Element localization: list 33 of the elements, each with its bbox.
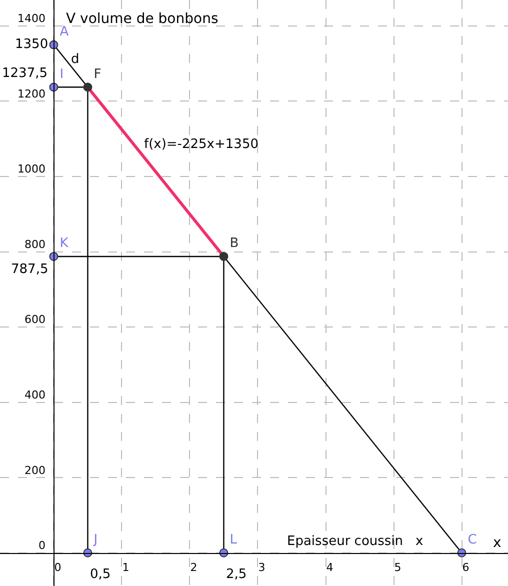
- x-tick-label: 6: [462, 561, 470, 574]
- annotation: 1237,5: [2, 66, 48, 81]
- y-tick-label: 600: [24, 313, 46, 326]
- y-axis-title: V volume de bonbons: [66, 11, 218, 27]
- y-tick-label: 200: [24, 464, 46, 477]
- data-label: B: [230, 236, 239, 252]
- data-label: C: [468, 532, 477, 548]
- y-tick-label: 1000: [18, 162, 46, 176]
- annotation: 2,5: [226, 567, 247, 582]
- data-label: A: [60, 24, 69, 40]
- data-label: K: [60, 236, 69, 252]
- x-tick-label: 0: [54, 561, 62, 574]
- annotation: 1350: [15, 37, 48, 52]
- x-tick-label: 5: [394, 561, 402, 574]
- annotation: 787,5: [11, 262, 48, 277]
- x-axis-title: x: [493, 535, 502, 551]
- y-tick-label: 0: [38, 539, 46, 552]
- y-tick-label: 1400: [18, 12, 46, 26]
- y-tick-label: 800: [24, 238, 46, 251]
- data-label: I: [60, 66, 64, 82]
- data-label: F: [94, 66, 102, 82]
- x-tick-label: 1: [122, 561, 130, 574]
- y-tick-label: 1200: [18, 87, 46, 100]
- annotation: 0,5: [90, 567, 111, 582]
- annotation: d: [71, 52, 80, 67]
- data-label: L: [230, 532, 238, 548]
- data-label: J: [92, 532, 98, 548]
- y-tick-label: 400: [24, 388, 46, 402]
- x-tick-label: 2: [190, 561, 198, 574]
- annotation: Epaisseur coussin x: [287, 534, 424, 549]
- x-tick-label: 3: [258, 561, 266, 574]
- x-tick-label: 4: [326, 561, 334, 574]
- annotation: f(x)=-225x+1350: [144, 137, 258, 152]
